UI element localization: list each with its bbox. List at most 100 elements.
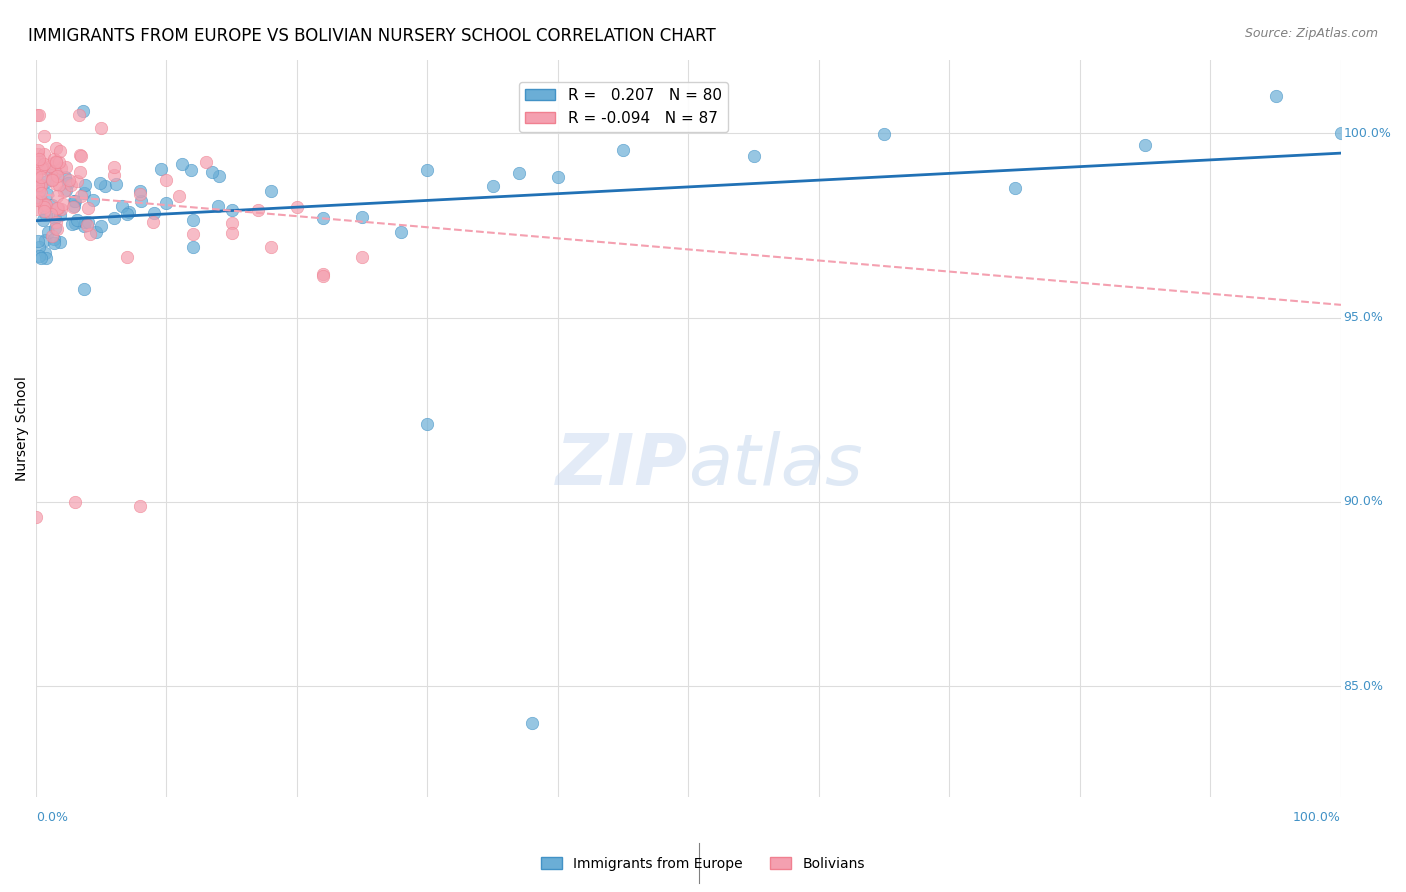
Immigrants from Europe [93,178,115,193]
Immigrants from Europe [28,240,51,254]
Immigrants from Europe [201,165,224,179]
Text: 0.0%: 0.0% [37,812,67,824]
Bolivians [39,165,62,179]
Immigrants from Europe [44,221,66,235]
Bolivians [30,161,52,176]
Bolivians [28,152,51,166]
Immigrants from Europe [60,217,83,231]
Bolivians [45,169,67,183]
Legend: R =   0.207   N = 80, R = -0.094   N = 87: R = 0.207 N = 80, R = -0.094 N = 87 [519,82,728,132]
Bolivians [34,196,56,211]
Immigrants from Europe [117,207,139,221]
Immigrants from Europe [181,213,204,227]
Bolivians [45,215,67,229]
Bolivians [42,156,65,170]
Immigrants from Europe [72,281,94,295]
Immigrants from Europe [27,193,49,207]
Immigrants from Europe [72,219,94,233]
Bolivians [117,250,139,264]
Immigrants from Europe [49,235,72,249]
Bolivians [27,146,49,161]
Immigrants from Europe [612,143,634,157]
Bolivians [63,495,86,509]
Immigrants from Europe [34,246,56,260]
Bolivians [155,173,177,187]
Text: ZIP: ZIP [557,431,689,500]
Bolivians [69,148,91,162]
Bolivians [32,200,55,214]
Immigrants from Europe [150,162,173,177]
Bolivians [28,108,51,122]
Bolivians [46,201,69,215]
Bolivians [41,172,63,186]
Bolivians [69,189,91,203]
Bolivians [41,172,63,186]
Bolivians [51,161,73,175]
Bolivians [41,228,63,243]
Bolivians [31,161,53,175]
Immigrants from Europe [1004,181,1026,195]
Bolivians [48,155,70,169]
Immigrants from Europe [172,157,194,171]
Bolivians [77,201,100,215]
Immigrants from Europe [35,251,58,265]
Bolivians [66,174,89,188]
Immigrants from Europe [35,208,58,222]
Immigrants from Europe [44,165,66,179]
Immigrants from Europe [873,127,896,141]
Immigrants from Europe [30,251,52,265]
Immigrants from Europe [352,211,374,225]
Bolivians [79,227,101,241]
Text: atlas: atlas [689,431,863,500]
Bolivians [44,177,66,191]
Bolivians [285,201,308,215]
Bolivians [30,169,52,184]
Bolivians [51,202,73,217]
Immigrants from Europe [118,205,141,219]
Bolivians [90,121,112,136]
Immigrants from Europe [37,225,59,239]
Immigrants from Europe [221,202,243,217]
Immigrants from Europe [63,216,86,230]
Immigrants from Europe [75,178,97,193]
Bolivians [34,197,56,211]
Bolivians [103,169,125,183]
Bolivians [312,268,335,283]
Immigrants from Europe [73,215,96,229]
Bolivians [221,226,243,240]
Bolivians [45,154,67,169]
Bolivians [52,197,75,211]
Bolivians [260,240,283,254]
Immigrants from Europe [82,193,104,207]
Immigrants from Europe [63,194,86,208]
Immigrants from Europe [34,233,56,247]
Bolivians [28,179,51,194]
Immigrants from Europe [481,179,503,194]
Bolivians [221,215,243,229]
Immigrants from Europe [180,163,202,178]
Bolivians [53,184,76,198]
Immigrants from Europe [73,186,96,200]
Bolivians [49,144,72,158]
Bolivians [34,157,56,171]
Immigrants from Europe [28,249,51,263]
Immigrants from Europe [42,232,65,246]
Text: Source: ZipAtlas.com: Source: ZipAtlas.com [1244,27,1378,40]
Bolivians [70,149,93,163]
Immigrants from Europe [416,417,439,432]
Bolivians [194,154,217,169]
Text: IMMIGRANTS FROM EUROPE VS BOLIVIAN NURSERY SCHOOL CORRELATION CHART: IMMIGRANTS FROM EUROPE VS BOLIVIAN NURSE… [28,27,716,45]
Bolivians [25,202,48,217]
Immigrants from Europe [32,198,55,212]
Text: 95.0%: 95.0% [1344,311,1384,324]
Bolivians [44,152,66,166]
Bolivians [25,194,48,208]
Bolivians [60,178,83,192]
Bolivians [103,160,125,174]
Immigrants from Europe [44,211,66,225]
Immigrants from Europe [89,176,111,190]
Immigrants from Europe [111,199,134,213]
Immigrants from Europe [129,194,152,209]
Immigrants from Europe [260,184,283,198]
Legend: Immigrants from Europe, Bolivians: Immigrants from Europe, Bolivians [536,851,870,876]
